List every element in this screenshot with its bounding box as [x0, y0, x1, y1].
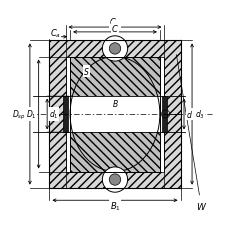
Bar — [49, 41, 65, 114]
Bar — [70, 96, 159, 133]
Circle shape — [102, 167, 127, 192]
Bar — [70, 114, 159, 172]
Bar — [63, 96, 68, 133]
Bar — [164, 41, 180, 114]
Text: $d_3$: $d_3$ — [194, 108, 204, 121]
Bar — [49, 114, 65, 188]
Text: $C_2$: $C_2$ — [109, 17, 120, 29]
Bar — [164, 114, 180, 188]
Text: $d_1$: $d_1$ — [49, 108, 58, 121]
Bar — [49, 41, 180, 114]
Bar — [161, 96, 166, 133]
Circle shape — [102, 37, 127, 62]
Bar — [70, 96, 159, 133]
Text: $B_1$: $B_1$ — [109, 199, 120, 212]
Bar — [49, 114, 180, 188]
Bar — [159, 57, 164, 172]
Text: $D_{sp}$: $D_{sp}$ — [12, 108, 26, 121]
Bar — [70, 57, 159, 114]
Text: $C$: $C$ — [111, 23, 118, 34]
Text: $d$: $d$ — [185, 109, 192, 120]
Text: $W$: $W$ — [176, 55, 206, 212]
Circle shape — [109, 44, 120, 55]
Text: $C_a$: $C_a$ — [49, 27, 60, 40]
Text: $S$: $S$ — [83, 66, 89, 77]
Text: $B$: $B$ — [111, 98, 118, 109]
Bar — [65, 57, 70, 172]
Text: $D_1$: $D_1$ — [26, 108, 37, 121]
Circle shape — [109, 174, 120, 185]
